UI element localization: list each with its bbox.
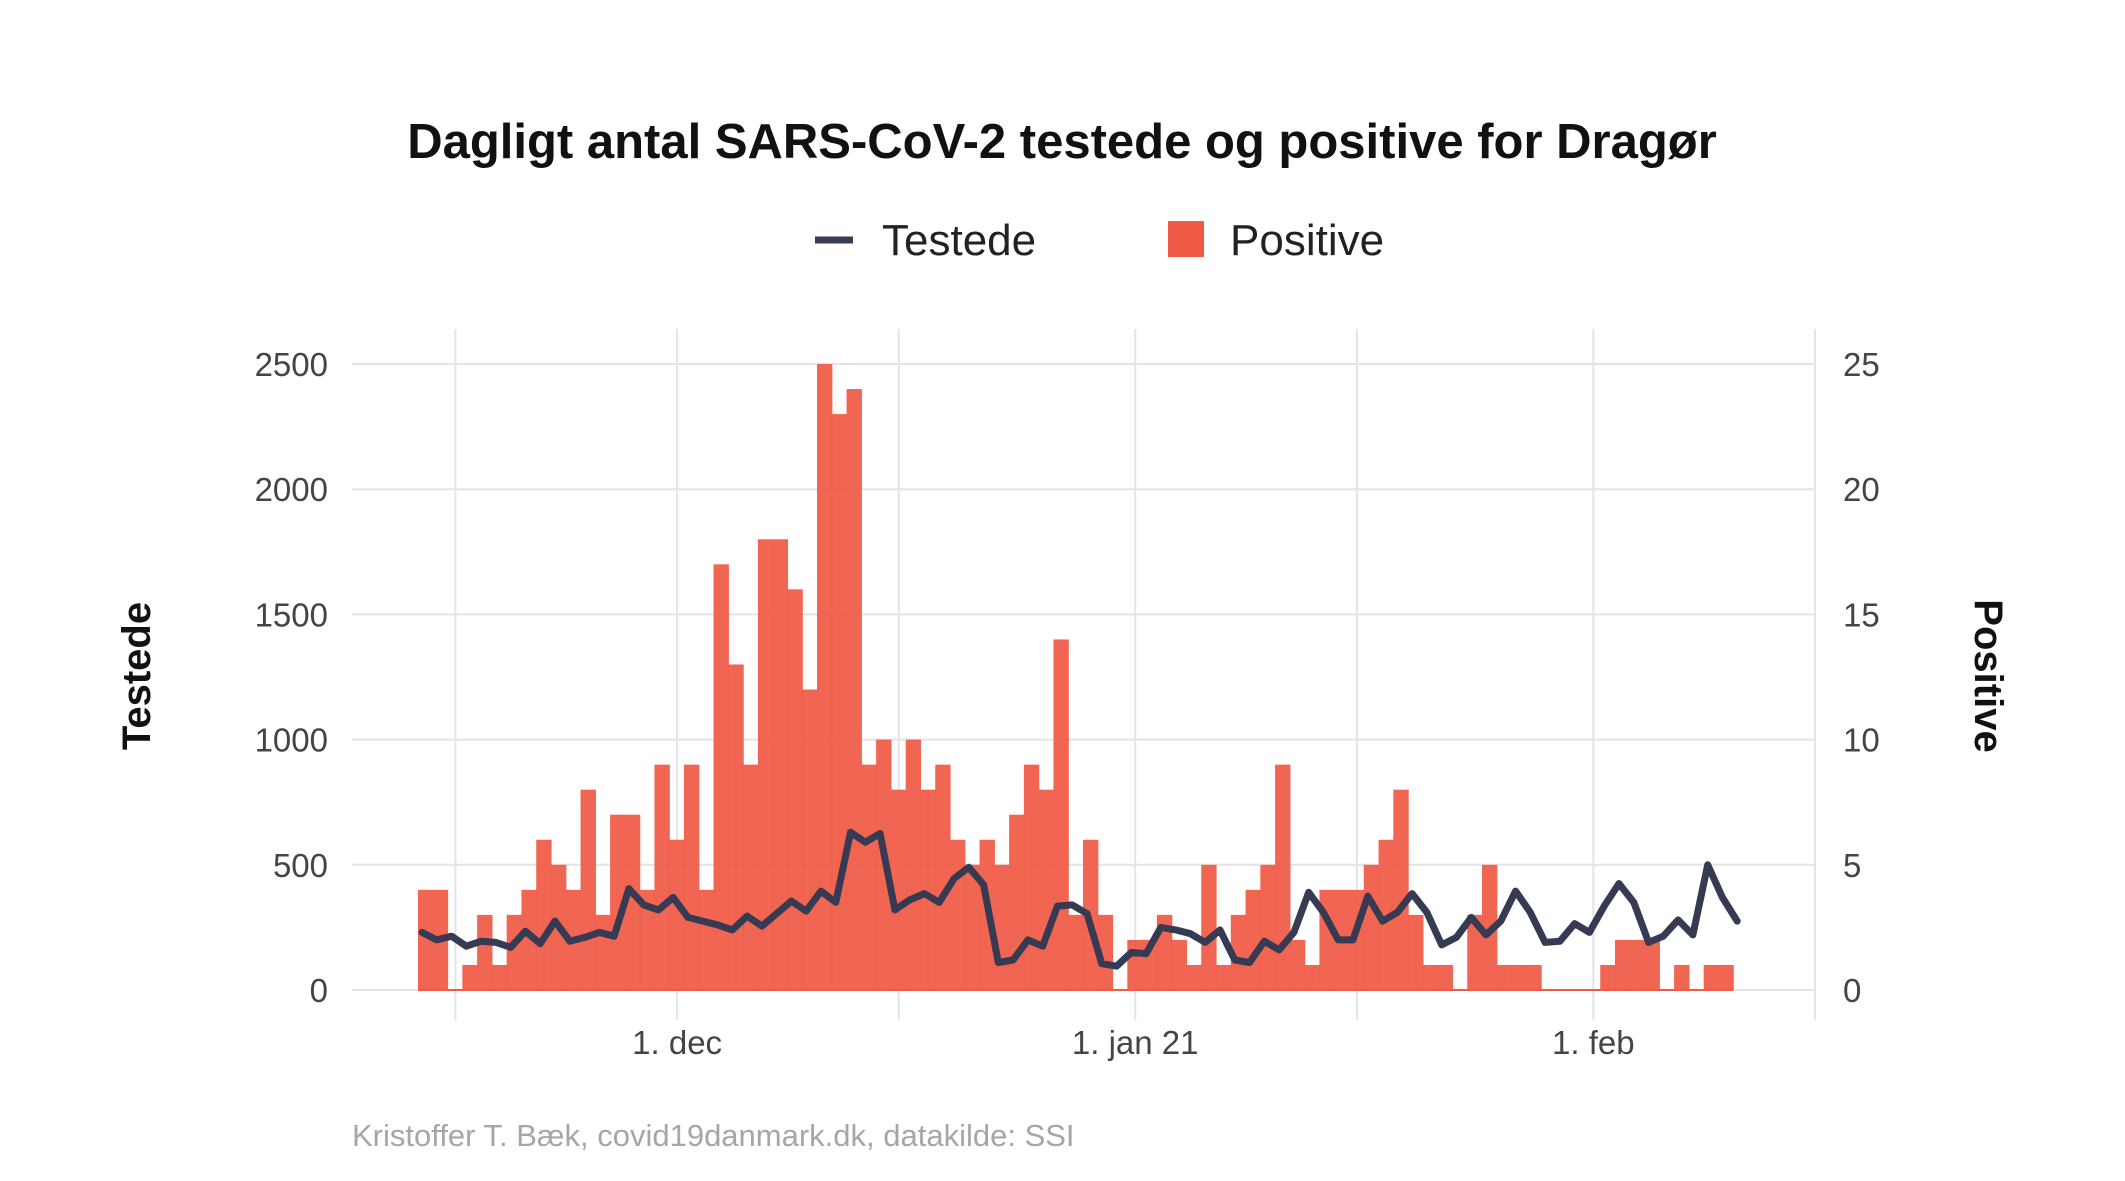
- positive-bar: [890, 789, 907, 990]
- x-axis-ticks: 1. dec 1. jan 21 1. feb: [632, 1024, 1634, 1061]
- positive-bar: [1674, 964, 1690, 990]
- positive-bar: [654, 764, 670, 990]
- right-tick-label: 5: [1843, 847, 1861, 884]
- y-right-axis-title: Positive: [1966, 599, 2010, 752]
- chart-caption: Kristoffer T. Bæk, covid19danmark.dk, da…: [352, 1118, 1075, 1153]
- y-left-axis-title: Testede: [115, 602, 159, 750]
- positive-bar: [1275, 764, 1291, 990]
- positive-bar: [861, 764, 877, 990]
- positive-bar: [1260, 864, 1276, 990]
- positive-bar: [1615, 939, 1631, 990]
- positive-bar: [817, 364, 833, 990]
- positive-bar: [1393, 789, 1409, 990]
- positive-bar: [757, 539, 774, 990]
- positive-bar: [1408, 914, 1424, 990]
- positive-bar: [846, 389, 862, 990]
- positive-bar: [506, 914, 523, 990]
- positive-bar: [950, 839, 966, 990]
- right-tick-label: 0: [1843, 972, 1861, 1009]
- positive-bar: [802, 689, 818, 990]
- legend-label-positive: Positive: [1230, 216, 1384, 265]
- positive-bar: [1245, 889, 1261, 990]
- positive-bar: [1304, 964, 1321, 990]
- positive-bar: [1216, 964, 1232, 990]
- x-tick-label: 1. feb: [1552, 1024, 1635, 1061]
- positive-bar: [1363, 864, 1380, 990]
- positive-bar: [1289, 939, 1306, 990]
- positive-bar: [536, 839, 552, 990]
- right-tick-label: 15: [1843, 596, 1880, 633]
- positive-bar: [477, 914, 493, 990]
- positive-bar: [743, 764, 759, 990]
- legend-bar-icon: [1168, 221, 1204, 257]
- positive-bar: [1053, 639, 1069, 990]
- positive-bar: [1097, 914, 1114, 990]
- positive-bar: [595, 914, 611, 990]
- positive-bar: [905, 739, 922, 990]
- positive-bar: [1526, 964, 1542, 990]
- positive-bar: [698, 889, 715, 990]
- positive-bar: [1186, 964, 1202, 990]
- positive-bar: [935, 764, 951, 990]
- positive-bar: [728, 664, 744, 990]
- x-tick-label: 1. dec: [632, 1024, 722, 1061]
- positive-bar: [462, 964, 478, 990]
- positive-bar: [1467, 914, 1483, 990]
- legend: Testede Positive: [815, 216, 1384, 265]
- positive-bar: [964, 864, 981, 990]
- legend-label-testede: Testede: [882, 216, 1036, 265]
- positive-bar: [624, 814, 641, 990]
- positive-bar: [580, 789, 596, 990]
- positive-bar: [521, 889, 537, 990]
- positive-bar: [1718, 964, 1734, 990]
- right-tick-label: 10: [1843, 722, 1880, 759]
- x-tick-label: 1. jan 21: [1072, 1024, 1199, 1061]
- positive-bar: [713, 564, 729, 990]
- positive-bar: [1422, 964, 1439, 990]
- positive-bar: [1038, 789, 1055, 990]
- positive-bar: [1437, 964, 1454, 990]
- positive-bar: [1201, 864, 1217, 990]
- positive-bar: [1703, 964, 1720, 990]
- positive-bar: [1127, 939, 1143, 990]
- left-tick-label: 500: [273, 847, 328, 884]
- positive-bar: [684, 764, 700, 990]
- positive-bar: [418, 889, 434, 990]
- positive-bar: [1629, 939, 1646, 990]
- right-tick-label: 20: [1843, 471, 1880, 508]
- positive-bar: [1496, 964, 1513, 990]
- chart-title: Dagligt antal SARS-CoV-2 testede og posi…: [407, 115, 1717, 169]
- positive-bar: [787, 589, 803, 990]
- left-tick-label: 1500: [255, 596, 328, 633]
- positive-bar: [920, 789, 936, 990]
- positive-bars: [418, 364, 1734, 991]
- positive-bar: [1230, 914, 1247, 990]
- right-axis-ticks: 0 5 10 15 20 25: [1843, 346, 1880, 1009]
- positive-bar: [491, 964, 508, 990]
- right-tick-label: 25: [1843, 346, 1880, 383]
- positive-bar: [1068, 914, 1084, 990]
- testede-line: [418, 828, 1741, 970]
- positive-bar: [1171, 939, 1188, 990]
- positive-bar: [1644, 939, 1660, 990]
- positive-bar: [994, 864, 1010, 990]
- positive-bar: [1511, 964, 1527, 990]
- positive-bar: [610, 814, 626, 990]
- positive-bar: [669, 839, 685, 990]
- left-axis-ticks: 0 500 1000 1500 2000 2500: [255, 346, 328, 1009]
- positive-bar: [1023, 764, 1040, 990]
- positive-bar: [639, 889, 656, 990]
- positive-bar: [772, 539, 789, 990]
- left-tick-label: 0: [310, 972, 328, 1009]
- left-tick-label: 2000: [255, 471, 328, 508]
- positive-bar: [1600, 964, 1616, 990]
- left-tick-label: 2500: [255, 346, 328, 383]
- positive-bar: [831, 414, 848, 991]
- left-tick-label: 1000: [255, 722, 328, 759]
